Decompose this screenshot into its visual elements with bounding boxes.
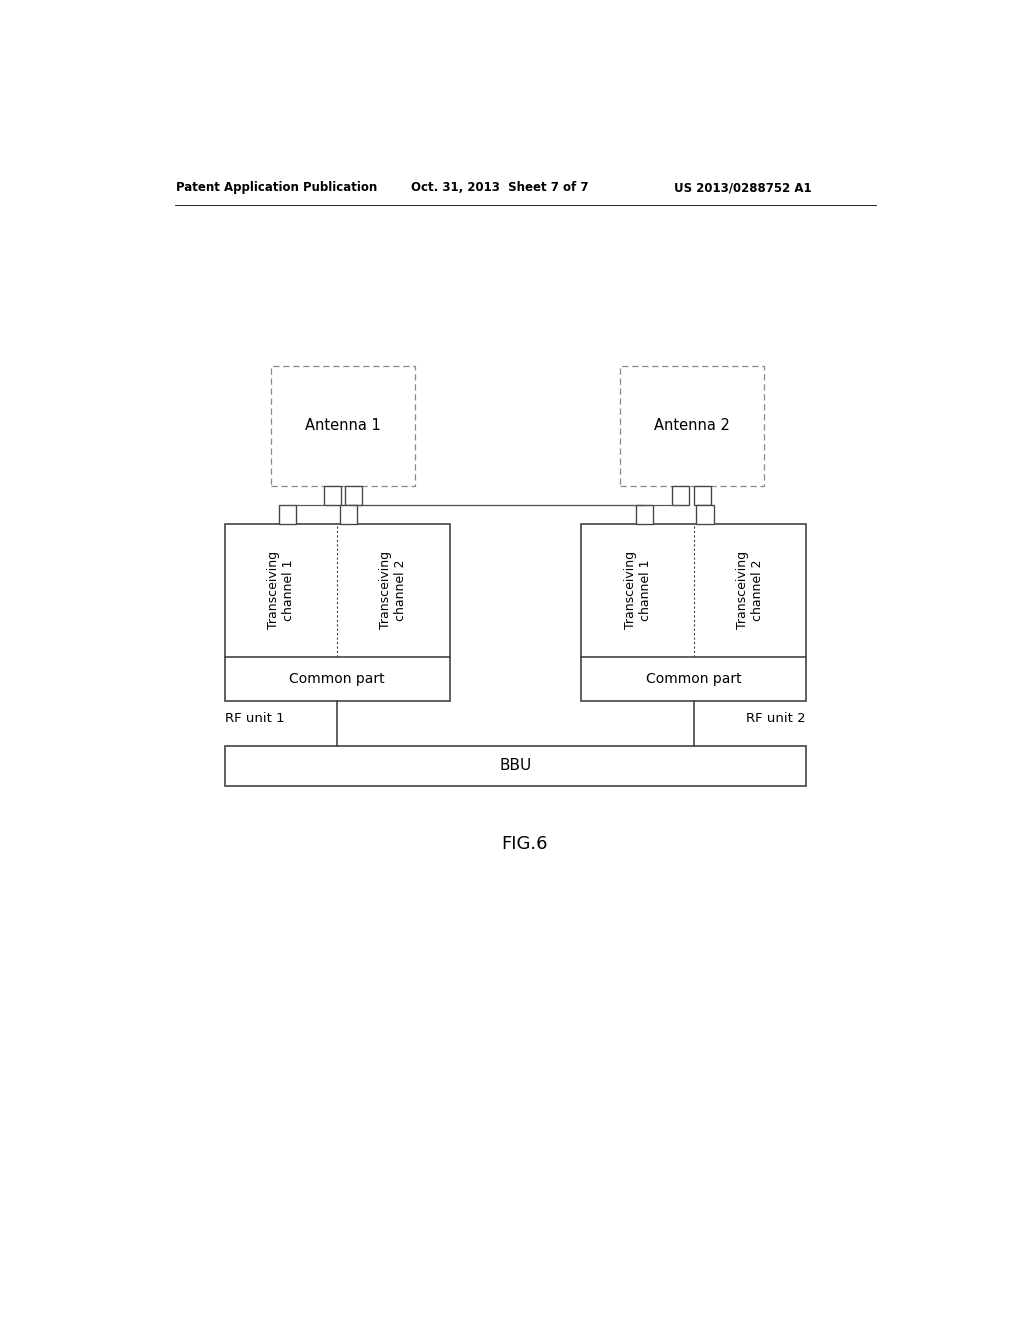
Bar [345, 486, 362, 506]
Text: US 2013/0288752 A1: US 2013/0288752 A1 [675, 181, 812, 194]
Text: Patent Application Publication: Patent Application Publication [176, 181, 377, 194]
Text: Transceiving
channel 1: Transceiving channel 1 [624, 552, 651, 630]
Text: Transceiving
channel 1: Transceiving channel 1 [267, 552, 295, 630]
Text: Antenna 1: Antenna 1 [305, 418, 381, 433]
Text: Transceiving
channel 2: Transceiving channel 2 [736, 552, 764, 630]
Text: BBU: BBU [500, 759, 531, 774]
Bar [696, 506, 714, 524]
Text: Oct. 31, 2013  Sheet 7 of 7: Oct. 31, 2013 Sheet 7 of 7 [411, 181, 589, 194]
Text: Antenna 2: Antenna 2 [654, 418, 730, 433]
Bar [271, 367, 415, 486]
Bar [621, 367, 764, 486]
Bar [280, 506, 296, 524]
Bar [694, 486, 712, 506]
Bar [225, 524, 450, 701]
Text: RF unit 1: RF unit 1 [225, 711, 285, 725]
Text: Common part: Common part [290, 672, 385, 686]
Text: RF unit 2: RF unit 2 [746, 711, 806, 725]
Text: Transceiving
channel 2: Transceiving channel 2 [380, 552, 408, 630]
Text: Common part: Common part [646, 672, 741, 686]
Bar [324, 486, 341, 506]
Bar [636, 506, 653, 524]
Bar [673, 486, 689, 506]
Text: FIG.6: FIG.6 [502, 834, 548, 853]
Bar [225, 746, 806, 785]
Bar [340, 506, 357, 524]
Bar [582, 524, 806, 701]
